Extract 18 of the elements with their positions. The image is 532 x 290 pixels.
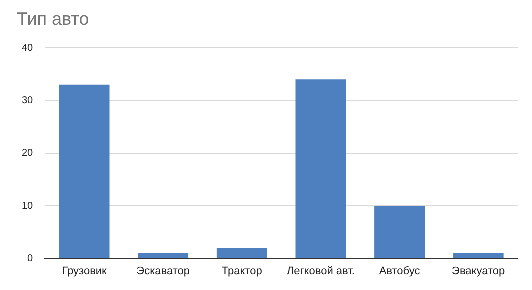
y-tick-label: 30 xyxy=(22,95,34,106)
y-tick-label: 10 xyxy=(22,200,34,212)
bar xyxy=(374,206,425,258)
x-tick-label: Трактор xyxy=(222,265,262,278)
bar xyxy=(453,254,504,258)
bar xyxy=(216,248,268,258)
y-tick-label: 20 xyxy=(22,148,34,160)
x-tick-label: Легковой авт. xyxy=(286,265,355,278)
bar xyxy=(59,84,110,258)
y-tick-label: 40 xyxy=(22,42,34,54)
chart-title: Тип авто xyxy=(17,9,90,30)
y-tick-label: 0 xyxy=(28,254,34,265)
x-tick-label: Автобус xyxy=(379,265,421,278)
x-tick-label: Эскаватор xyxy=(136,265,190,278)
x-tick-label: Эвакуатор xyxy=(452,265,506,278)
bar xyxy=(296,80,346,258)
bar xyxy=(138,254,189,258)
x-tick-label: Грузовик xyxy=(62,265,108,278)
